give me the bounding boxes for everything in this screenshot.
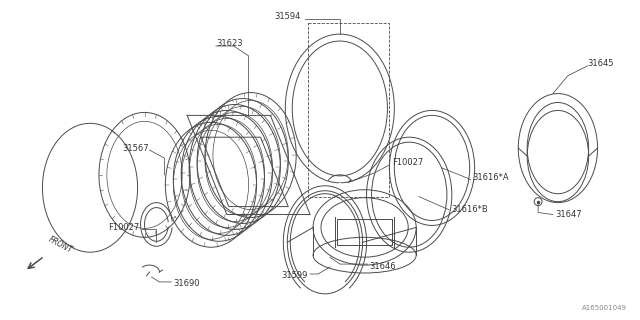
- Text: 31594: 31594: [274, 12, 300, 21]
- Text: 31647: 31647: [555, 210, 582, 219]
- Text: 31623: 31623: [216, 38, 243, 48]
- Text: 31567: 31567: [122, 144, 148, 153]
- Text: FRONT: FRONT: [46, 235, 74, 255]
- Wedge shape: [339, 183, 340, 186]
- Text: 31599: 31599: [282, 271, 308, 281]
- Text: 31616*B: 31616*B: [451, 205, 488, 214]
- Text: 31645: 31645: [588, 59, 614, 68]
- Text: F10027: F10027: [108, 223, 140, 232]
- Text: 31690: 31690: [173, 279, 200, 288]
- Text: A165001049: A165001049: [582, 305, 627, 311]
- Bar: [337, 220, 392, 245]
- Bar: [308, 23, 389, 197]
- Text: F10027: F10027: [392, 158, 424, 167]
- Text: 31646: 31646: [369, 261, 396, 271]
- Text: 31616*A: 31616*A: [473, 173, 509, 182]
